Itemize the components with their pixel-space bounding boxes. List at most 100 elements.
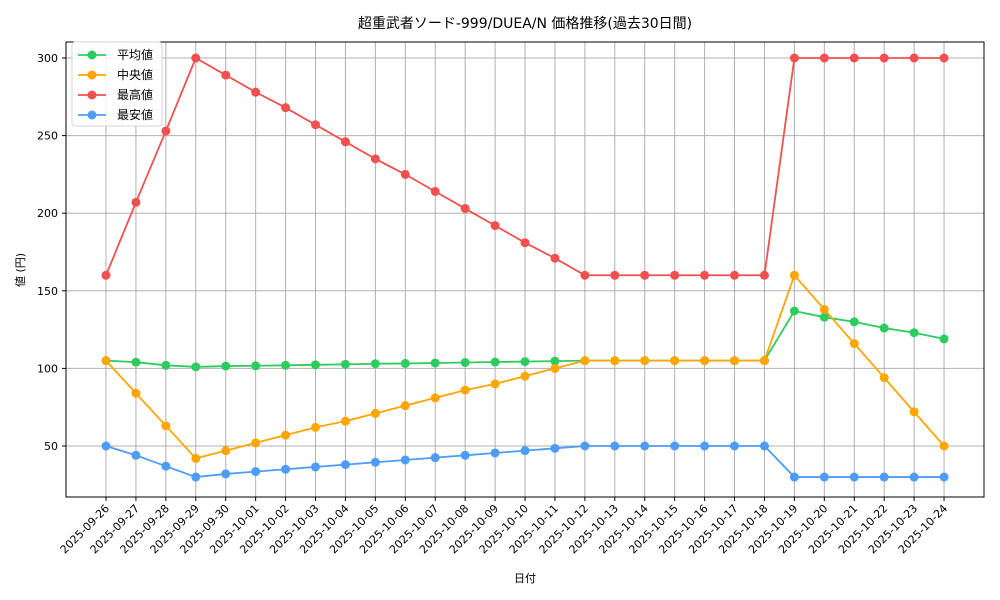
data-point xyxy=(161,461,171,471)
data-point xyxy=(879,373,889,383)
y-axis-label: 値 (円) xyxy=(14,253,27,287)
data-point xyxy=(730,441,740,451)
data-point xyxy=(789,306,799,316)
data-point xyxy=(550,443,560,453)
data-point xyxy=(191,453,201,463)
data-point xyxy=(520,357,530,367)
data-point xyxy=(460,204,470,214)
data-point xyxy=(879,472,889,482)
data-point xyxy=(909,407,919,417)
data-point xyxy=(311,422,321,432)
data-point xyxy=(340,137,350,147)
data-point xyxy=(819,472,829,482)
data-point xyxy=(879,323,889,333)
y-tick-label: 250 xyxy=(37,130,58,143)
series-中央値 xyxy=(101,270,949,463)
data-point xyxy=(131,450,141,460)
data-point xyxy=(640,356,650,366)
data-point xyxy=(789,472,799,482)
data-point xyxy=(580,356,590,366)
data-point xyxy=(370,359,380,369)
data-point xyxy=(191,472,201,482)
data-point xyxy=(460,385,470,395)
data-point xyxy=(580,441,590,451)
data-point xyxy=(251,87,261,97)
data-point xyxy=(161,421,171,431)
data-point xyxy=(939,441,949,451)
data-point xyxy=(430,358,440,368)
data-point xyxy=(251,438,261,448)
data-point xyxy=(939,53,949,63)
data-point xyxy=(161,360,171,370)
data-point xyxy=(490,357,500,367)
data-point xyxy=(670,356,680,366)
series-lines xyxy=(101,53,949,482)
data-point xyxy=(281,360,291,370)
legend-label: 平均値 xyxy=(117,47,153,62)
data-point xyxy=(490,448,500,458)
data-point xyxy=(879,53,889,63)
data-point xyxy=(670,441,680,451)
data-point xyxy=(819,304,829,314)
data-point xyxy=(670,270,680,280)
data-point xyxy=(340,460,350,470)
legend-item: 最安値 xyxy=(78,107,153,122)
legend-marker-icon xyxy=(87,110,97,120)
data-point xyxy=(700,270,710,280)
data-point xyxy=(430,453,440,463)
data-point xyxy=(789,270,799,280)
data-point xyxy=(400,358,410,368)
data-point xyxy=(281,430,291,440)
data-point xyxy=(909,53,919,63)
data-point xyxy=(520,238,530,248)
legend-label: 最安値 xyxy=(117,107,153,122)
x-axis-label: 日付 xyxy=(514,572,536,585)
data-point xyxy=(430,393,440,403)
data-point xyxy=(221,70,231,80)
y-tick-label: 50 xyxy=(44,440,58,453)
legend-item: 中央値 xyxy=(78,67,153,82)
data-point xyxy=(281,103,291,113)
data-point xyxy=(251,361,261,371)
data-point xyxy=(610,356,620,366)
data-point xyxy=(909,472,919,482)
y-tick-label: 300 xyxy=(37,52,58,65)
data-point xyxy=(550,253,560,263)
data-point xyxy=(191,362,201,372)
data-point xyxy=(849,339,859,349)
chart-title: 超重武者ソード-999/DUEA/N 価格推移(過去30日間) xyxy=(358,16,692,32)
x-axis-ticks: 2025-09-262025-09-272025-09-282025-09-29… xyxy=(58,497,950,556)
data-point xyxy=(101,441,111,451)
data-point xyxy=(849,317,859,327)
y-tick-label: 150 xyxy=(37,285,58,298)
data-point xyxy=(640,270,650,280)
data-point xyxy=(640,441,650,451)
data-point xyxy=(520,446,530,456)
data-point xyxy=(819,312,829,322)
data-point xyxy=(311,462,321,472)
data-point xyxy=(370,457,380,467)
data-point xyxy=(819,53,829,63)
data-point xyxy=(759,270,769,280)
data-point xyxy=(281,464,291,474)
data-point xyxy=(700,441,710,451)
data-point xyxy=(460,450,470,460)
y-axis-ticks: 50 100 150 200 250 300 xyxy=(37,52,66,453)
data-point xyxy=(400,169,410,179)
data-point xyxy=(700,356,710,366)
data-point xyxy=(490,379,500,389)
y-tick-label: 200 xyxy=(37,207,58,220)
data-point xyxy=(311,120,321,130)
series-最高値 xyxy=(101,53,949,280)
y-tick-label: 100 xyxy=(37,362,58,375)
data-point xyxy=(939,472,949,482)
data-point xyxy=(400,401,410,411)
data-point xyxy=(759,441,769,451)
data-point xyxy=(580,270,590,280)
data-point xyxy=(460,358,470,368)
data-point xyxy=(610,441,620,451)
data-point xyxy=(221,361,231,371)
data-point xyxy=(370,408,380,418)
grid-lines xyxy=(66,42,984,497)
